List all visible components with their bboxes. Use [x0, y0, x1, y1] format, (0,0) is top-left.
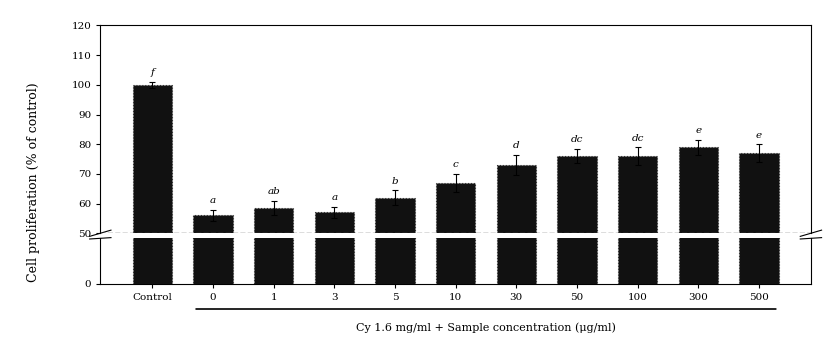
Bar: [375, 198, 415, 364]
Text: c: c: [453, 161, 458, 169]
Bar: [314, 232, 354, 284]
Bar: [739, 153, 778, 364]
Bar: [679, 147, 718, 364]
Bar: [558, 156, 597, 364]
Bar: [436, 183, 476, 364]
Bar: [133, 85, 172, 364]
Text: d: d: [513, 141, 520, 150]
Text: f: f: [150, 68, 155, 78]
Text: a: a: [331, 193, 338, 202]
Bar: [679, 212, 718, 284]
Bar: [254, 230, 293, 284]
Text: dc: dc: [571, 135, 584, 144]
Bar: [314, 213, 354, 364]
Text: Cy 1.6 mg/ml + Sample concentration (μg/ml): Cy 1.6 mg/ml + Sample concentration (μg/…: [356, 323, 616, 333]
Bar: [558, 215, 597, 284]
Bar: [193, 215, 232, 364]
Bar: [618, 215, 657, 284]
Bar: [254, 208, 293, 364]
Bar: [618, 156, 657, 364]
Bar: [375, 228, 415, 284]
Text: e: e: [696, 126, 701, 135]
Bar: [497, 217, 536, 284]
Text: ab: ab: [268, 187, 280, 196]
Text: Cell proliferation (% of control): Cell proliferation (% of control): [27, 82, 40, 282]
Text: dc: dc: [631, 134, 644, 143]
Bar: [193, 233, 232, 284]
Bar: [739, 214, 778, 284]
Bar: [497, 165, 536, 364]
Bar: [436, 223, 476, 284]
Text: b: b: [391, 177, 398, 186]
Bar: [133, 193, 172, 284]
Text: a: a: [210, 196, 216, 205]
Text: e: e: [756, 131, 762, 140]
